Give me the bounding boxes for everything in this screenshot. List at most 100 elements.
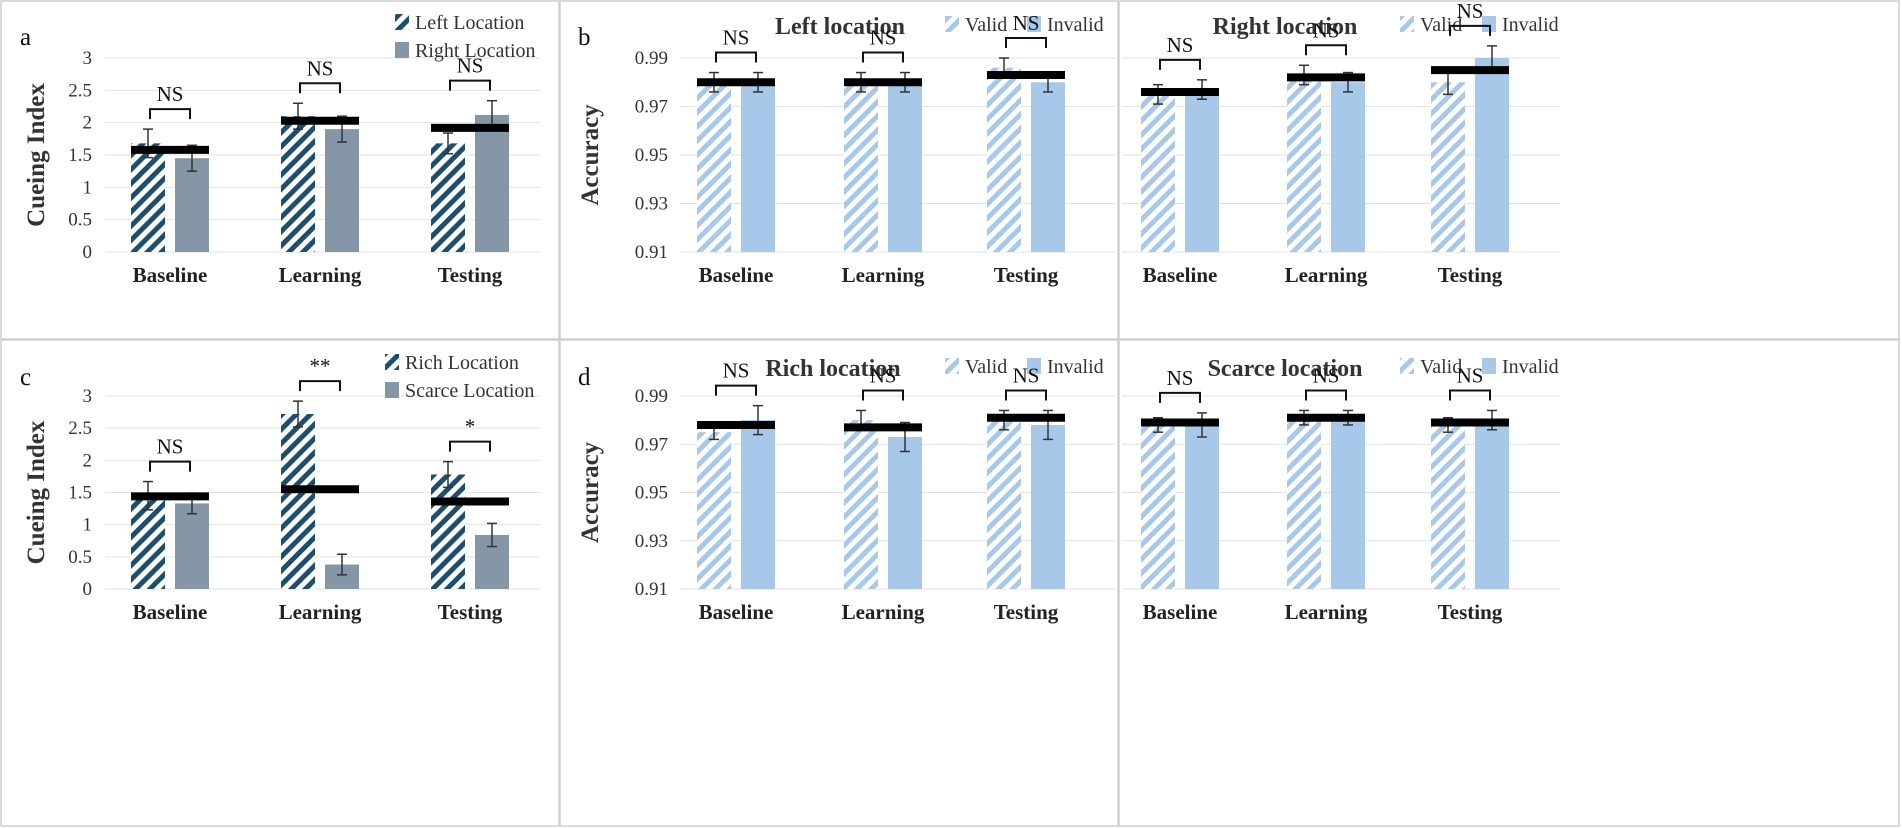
significance-bracket <box>862 389 904 401</box>
bar <box>844 420 878 589</box>
y-tick-label: 2.5 <box>68 80 92 101</box>
bar <box>431 474 465 589</box>
x-category-label: Baseline <box>699 263 774 287</box>
significance-bracket <box>1159 58 1201 70</box>
chart-panel-d2: Scarce location Valid Invalid NS Baseline NS L… <box>1122 356 1560 624</box>
legend-label: Invalid <box>1047 14 1104 36</box>
significance-label: * <box>465 415 476 439</box>
panel-letter: c <box>20 364 31 391</box>
x-category-label: Baseline <box>699 600 774 624</box>
legend-swatch <box>945 16 959 32</box>
legend-swatch <box>1400 16 1414 32</box>
legend-label: Valid <box>1420 356 1462 378</box>
bar <box>1141 424 1175 589</box>
significance-label: NS <box>1313 363 1340 387</box>
significance-bracket <box>1005 389 1047 401</box>
x-category-label: Testing <box>1438 600 1503 624</box>
significance-bracket <box>1159 391 1201 403</box>
legend-label: Scarce Location <box>405 380 534 402</box>
bar <box>175 503 209 589</box>
bar <box>888 82 922 252</box>
panel-border-5 <box>1118 339 1900 827</box>
significance-label: NS <box>1013 11 1040 35</box>
legend-label: Left Location <box>415 12 524 34</box>
y-tick-label: 3 <box>83 386 93 407</box>
bar <box>741 420 775 589</box>
legend-label: Invalid <box>1502 14 1559 36</box>
legend-swatch <box>1027 358 1041 374</box>
significance-bracket <box>1005 37 1047 48</box>
legend-swatch <box>385 382 399 398</box>
bar <box>1185 424 1219 589</box>
significance-label: NS <box>307 56 334 80</box>
y-tick-label: 1 <box>83 515 93 536</box>
y-tick-label: 0.91 <box>635 242 668 263</box>
panel-border-2 <box>1118 0 1900 340</box>
bar <box>844 82 878 252</box>
bar <box>1475 420 1509 589</box>
significance-bracket <box>715 384 757 396</box>
y-tick-label: 0.99 <box>635 48 668 69</box>
y-tick-label: 2 <box>83 450 93 471</box>
legend-swatch <box>1027 16 1041 32</box>
bar <box>281 116 315 252</box>
y-tick-label: 0.99 <box>635 386 668 407</box>
x-category-label: Baseline <box>1143 600 1218 624</box>
significance-label: NS <box>1013 363 1040 387</box>
bar <box>325 129 359 252</box>
x-category-label: Testing <box>1438 263 1503 287</box>
significance-bracket <box>299 82 341 94</box>
bar <box>1431 424 1465 589</box>
y-axis-label: Accuracy <box>577 441 604 543</box>
significance-bracket <box>1305 44 1347 56</box>
x-category-label: Baseline <box>1143 263 1218 287</box>
panel-border-1 <box>559 0 1119 340</box>
bar <box>1185 89 1219 253</box>
significance-bracket <box>149 108 191 120</box>
bar <box>475 114 509 252</box>
chart-title: Rich location <box>765 356 900 382</box>
y-tick-label: 0 <box>83 579 93 600</box>
panel-letter: a <box>20 24 31 51</box>
legend-swatch <box>1400 358 1414 374</box>
y-tick-label: 2 <box>83 113 93 134</box>
significance-label: ** <box>310 354 331 378</box>
significance-label: NS <box>1167 366 1194 390</box>
legend-label: Valid <box>965 14 1007 36</box>
bar <box>131 143 165 252</box>
chart-panel-c: 0 0.5 1 1.5 2 2.5 3 Cueing Index c Rich Location S… <box>20 352 540 624</box>
bar <box>1475 58 1509 252</box>
bar <box>1331 82 1365 252</box>
bar <box>1141 94 1175 252</box>
chart-panel-b2: Right location Valid Invalid NS Baseline NS Le… <box>1122 0 1560 287</box>
chart-title: Right location <box>1213 14 1358 40</box>
y-tick-label: 0.5 <box>68 210 92 231</box>
significance-label: NS <box>157 82 184 106</box>
bar <box>987 67 1021 252</box>
bar <box>1331 417 1365 589</box>
x-category-label: Testing <box>438 263 503 287</box>
y-tick-label: 3 <box>83 48 93 69</box>
significance-label: NS <box>1457 363 1484 387</box>
x-category-label: Learning <box>1285 600 1368 624</box>
panel-letter: d <box>578 364 591 391</box>
y-tick-label: 0.5 <box>68 547 92 568</box>
y-tick-label: 1.5 <box>68 145 92 166</box>
x-category-label: Baseline <box>133 600 208 624</box>
x-category-label: Baseline <box>133 263 208 287</box>
bar <box>281 414 315 589</box>
significance-label: NS <box>457 54 484 78</box>
x-category-label: Testing <box>438 600 503 624</box>
chart-panel-a: 0 0.5 1 1.5 2 2.5 3 Cueing Index a Left Location R… <box>20 12 540 287</box>
y-tick-label: 0.91 <box>635 579 668 600</box>
bar <box>131 495 165 589</box>
bar <box>1031 82 1065 252</box>
chart-panel-d1: 0.91 0.93 0.95 0.97 0.99 Accuracy d Rich locati… <box>577 356 1115 624</box>
x-category-label: Testing <box>994 600 1059 624</box>
legend-label: Valid <box>965 356 1007 378</box>
panel-border-3 <box>0 339 560 827</box>
bar <box>1031 424 1065 589</box>
bar <box>888 437 922 589</box>
panel-letter: b <box>578 24 591 51</box>
